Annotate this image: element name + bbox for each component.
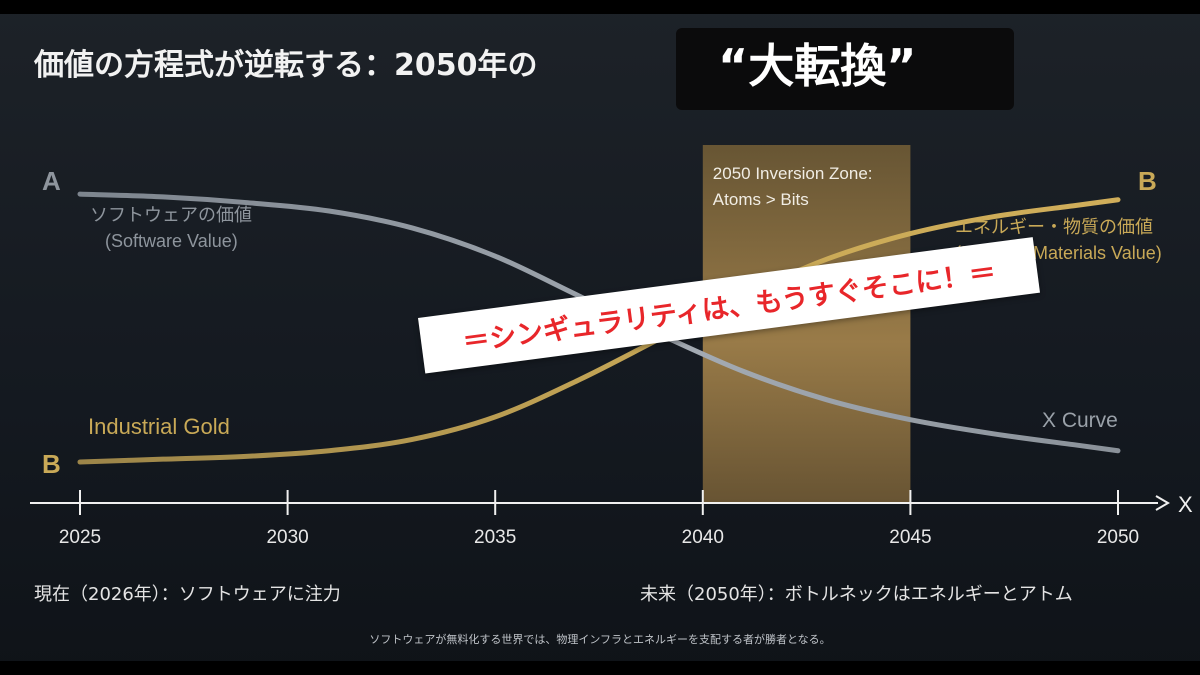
top-letterbox xyxy=(0,0,1200,14)
energy-series-name: エネルギー・物質の価値 xyxy=(955,217,1153,238)
software-end-label: X Curve xyxy=(1042,409,1118,432)
software-series-name: ソフトウェアの価値 xyxy=(90,205,252,226)
x-axis-arrow-icon xyxy=(1155,495,1170,511)
energy-end-marker: B xyxy=(1138,166,1157,196)
present-caption: 現在（2026年）：ソフトウェアに注力 xyxy=(34,584,341,605)
inversion-zone-label-line1: 2050 Inversion Zone: xyxy=(713,164,873,183)
x-tick-label: 2035 xyxy=(474,527,516,548)
x-tick-label: 2030 xyxy=(266,527,308,548)
software-series-name-en: (Software Value) xyxy=(105,231,238,251)
title-highlight-box xyxy=(676,28,1014,110)
x-axis-ticks: 2025 2030 2035 2040 2045 2050 xyxy=(59,490,1139,548)
energy-start-label: Industrial Gold xyxy=(88,414,230,439)
inversion-zone-label-line2: Atoms > Bits xyxy=(713,190,809,209)
x-axis-label: X xyxy=(1178,492,1193,517)
series-line-energy xyxy=(77,197,1121,465)
bottom-letterbox xyxy=(0,661,1200,675)
x-tick-label: 2040 xyxy=(682,527,724,548)
x-tick-label: 2025 xyxy=(59,527,101,548)
software-start-marker: A xyxy=(42,166,61,196)
x-tick-label: 2045 xyxy=(889,527,931,548)
future-caption: 未来（2050年）：ボトルネックはエネルギーとアトム xyxy=(640,584,1073,605)
slide-title: 価値の方程式が逆転する：2050年の xyxy=(34,48,538,83)
footnote: ソフトウェアが無料化する世界では、物理インフラとエネルギーを支配する者が勝者とな… xyxy=(369,633,831,646)
energy-start-marker: B xyxy=(42,449,61,479)
x-tick-label: 2050 xyxy=(1097,527,1139,548)
title-highlight: “大転換” xyxy=(718,39,917,93)
